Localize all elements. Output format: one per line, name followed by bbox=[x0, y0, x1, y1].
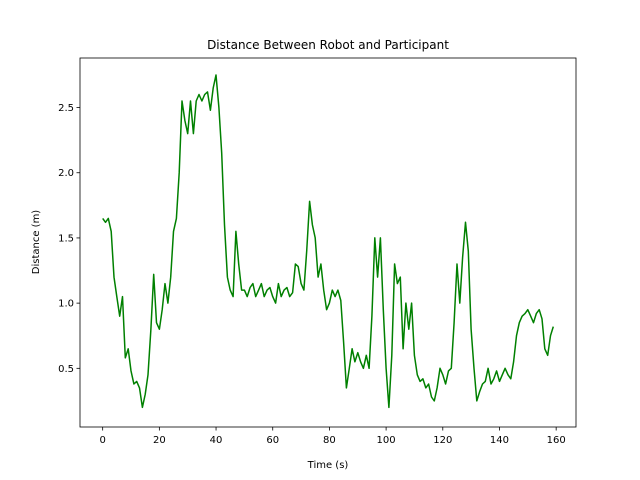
chart-title: Distance Between Robot and Participant bbox=[207, 38, 449, 52]
x-tick-label: 120 bbox=[433, 435, 452, 446]
x-axis: 0 20 40 60 80 100 120 140 160 bbox=[99, 427, 566, 446]
x-tick-label: 60 bbox=[266, 435, 279, 446]
x-tick-label: 0 bbox=[99, 435, 105, 446]
y-axis-label: Distance (m) bbox=[31, 210, 42, 275]
x-tick-label: 140 bbox=[490, 435, 509, 446]
y-tick-label: 2.5 bbox=[58, 103, 74, 114]
y-tick-label: 1.0 bbox=[58, 299, 74, 310]
x-tick-label: 100 bbox=[377, 435, 396, 446]
x-tick-label: 20 bbox=[153, 435, 166, 446]
x-tick-label: 80 bbox=[323, 435, 336, 446]
series-line bbox=[102, 74, 555, 409]
plot-area bbox=[102, 74, 555, 409]
axes-frame bbox=[79, 57, 577, 428]
y-tick-label: 0.5 bbox=[58, 364, 74, 375]
x-tick-label: 40 bbox=[210, 435, 223, 446]
y-tick-label: 1.5 bbox=[58, 233, 74, 244]
x-tick-label: 160 bbox=[547, 435, 566, 446]
y-axis: 0.5 1.0 1.5 2.0 2.5 bbox=[58, 103, 80, 375]
x-axis-label: Time (s) bbox=[307, 460, 349, 471]
y-tick-label: 2.0 bbox=[58, 168, 74, 179]
